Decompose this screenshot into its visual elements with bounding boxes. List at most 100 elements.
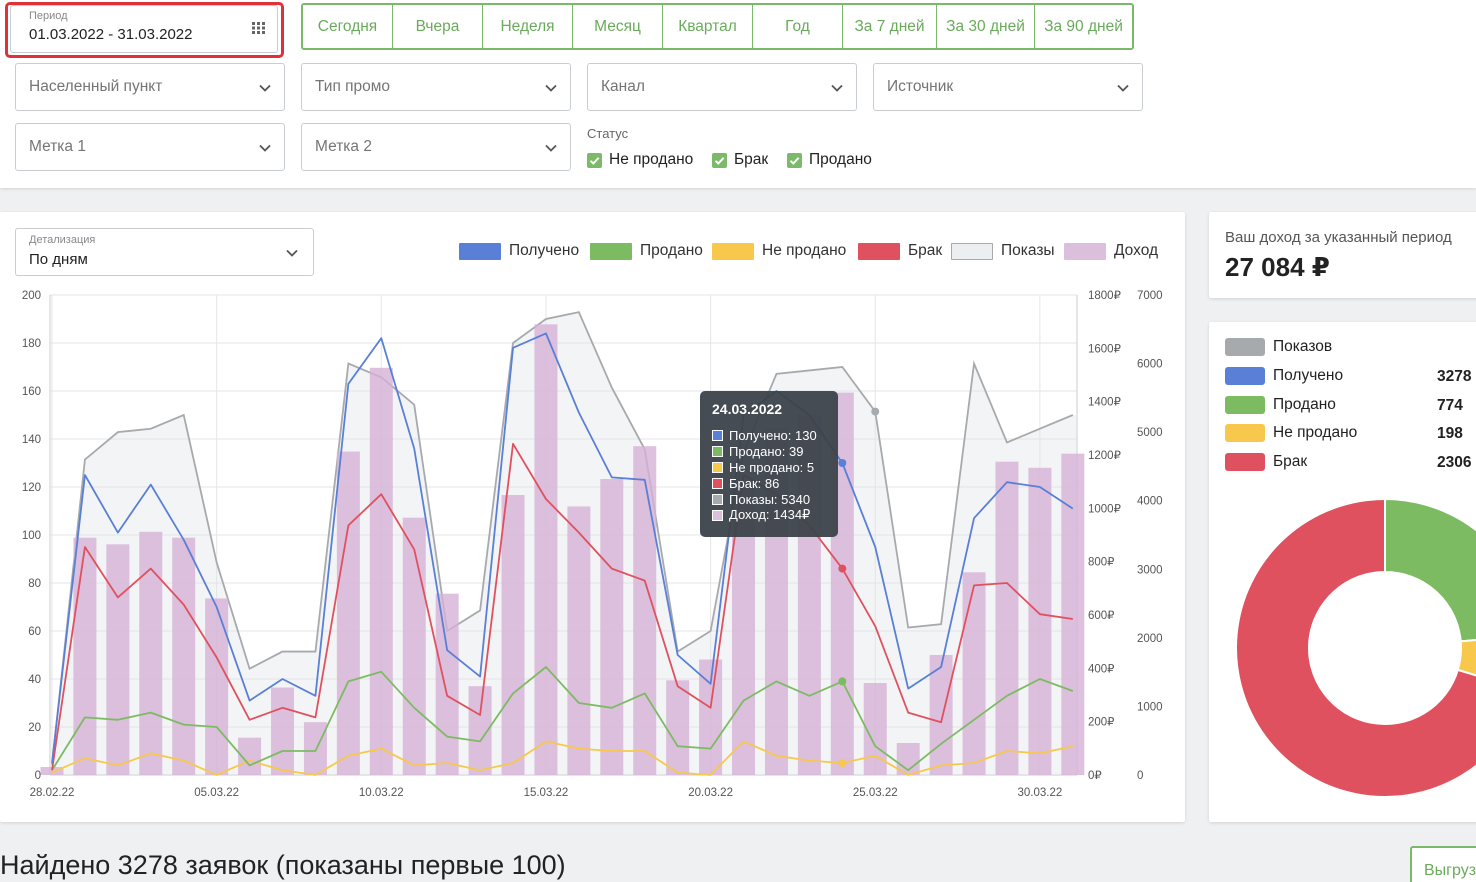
legend-item-sold[interactable]: Продано xyxy=(590,242,703,260)
legend-swatch xyxy=(459,242,501,260)
legend-swatch xyxy=(858,242,900,260)
y-left-tick-label: 160 xyxy=(22,386,41,398)
income-amount: 27 084 ₽ xyxy=(1225,252,1330,282)
pie-legend-views[interactable]: Показов xyxy=(1225,338,1332,356)
legend-label: Не продано xyxy=(762,242,847,259)
y-views-tick-label: 5000 xyxy=(1137,427,1163,439)
hover-point xyxy=(871,407,880,416)
x-tick-label: 05.03.22 xyxy=(194,787,239,799)
revenue-bar xyxy=(666,680,690,775)
combo-chart: 0 20 40 60 80 100 120 140 160 180 200 28.02.22 05.03… xyxy=(22,290,1163,799)
period-year-button[interactable]: Год xyxy=(753,5,843,48)
period-30days-button[interactable]: За 30 дней xyxy=(937,5,1035,48)
chevron-down-icon xyxy=(259,84,271,92)
y-views-tick-label: 2000 xyxy=(1137,633,1163,645)
revenue-bar xyxy=(699,659,723,775)
revenue-bar xyxy=(271,687,295,775)
pie-legend-sold[interactable]: Продано xyxy=(1225,396,1336,414)
status-defect-checkbox[interactable]: Брак xyxy=(712,151,768,169)
status-defect-label: Брак xyxy=(734,151,769,168)
status-not-sold-checkbox[interactable]: Не продано xyxy=(587,151,693,169)
detail-label: Детализация xyxy=(29,234,96,246)
y-left-tick-label: 40 xyxy=(28,674,41,686)
views-line xyxy=(51,311,1074,765)
chevron-down-icon xyxy=(259,144,271,152)
sold-line xyxy=(51,666,1074,772)
legend-item-defect[interactable]: Брак xyxy=(858,242,942,260)
revenue-bar xyxy=(863,683,887,775)
legend-item-revenue[interactable]: Доход xyxy=(1064,242,1158,260)
city-select-placeholder: Населенный пункт xyxy=(29,78,163,95)
revenue-bar xyxy=(929,655,953,775)
status-sold-checkbox[interactable]: Продано xyxy=(787,151,872,169)
y-views-tick-label: 4000 xyxy=(1137,496,1163,508)
tag1-select[interactable]: Метка 1 xyxy=(15,123,285,171)
legend-swatch xyxy=(1225,367,1265,385)
donut-slice xyxy=(1384,497,1476,643)
donut-slice xyxy=(1235,497,1476,798)
legend-item-not-sold[interactable]: Не продано xyxy=(712,242,846,260)
y-left-tick-label: 120 xyxy=(22,482,41,494)
pie-card: Показов Получено 3278 Продано 774 Не про… xyxy=(1209,322,1476,822)
source-placeholder: Источник xyxy=(887,78,954,95)
chevron-down-icon xyxy=(1117,84,1129,92)
legend-item-received[interactable]: Получено xyxy=(459,242,579,260)
promo-type-select[interactable]: Тип промо xyxy=(301,63,571,111)
source-select[interactable]: Источник xyxy=(873,63,1143,111)
y-left-tick-label: 0 xyxy=(35,770,41,782)
tooltip-row: Брак: 86 xyxy=(712,475,826,491)
not-sold-line xyxy=(51,740,1074,776)
city-select[interactable]: Населенный пункт xyxy=(15,63,285,111)
x-tick-label: 30.03.22 xyxy=(1018,787,1063,799)
filters-panel: Период 01.03.2022 - 31.03.2022 Сегодня В… xyxy=(0,0,1476,188)
chevron-down-icon xyxy=(286,249,298,257)
legend-swatch xyxy=(1225,338,1265,356)
legend-swatch xyxy=(1225,396,1265,414)
x-tick-label: 15.03.22 xyxy=(524,787,569,799)
period-quarter-button[interactable]: Квартал xyxy=(663,5,753,48)
period-7days-button[interactable]: За 7 дней xyxy=(843,5,937,48)
pie-legend-value: 198 xyxy=(1437,425,1463,442)
pie-legend-not-sold[interactable]: Не продано xyxy=(1225,424,1357,442)
export-button[interactable]: Выгрузить xyxy=(1410,846,1476,882)
pie-legend-defect[interactable]: Брак xyxy=(1225,453,1307,471)
y-revenue-tick-label: 800₽ xyxy=(1088,557,1115,569)
legend-item-views[interactable]: Показы xyxy=(951,242,1055,260)
period-month-button[interactable]: Месяц xyxy=(573,5,663,48)
period-yesterday-button[interactable]: Вчера xyxy=(393,5,483,48)
x-tick-label: 28.02.22 xyxy=(30,787,75,799)
detail-select[interactable]: Детализация По дням xyxy=(15,228,314,276)
revenue-bar xyxy=(238,737,262,775)
pie-legend-value: 774 xyxy=(1437,397,1463,414)
pie-legend-label: Не продано xyxy=(1273,424,1358,441)
status-sold-label: Продано xyxy=(809,151,872,168)
period-value: 01.03.2022 - 31.03.2022 xyxy=(29,26,193,43)
period-90days-button[interactable]: За 90 дней xyxy=(1035,5,1132,48)
tooltip-row: Получено: 130 xyxy=(712,427,826,443)
checkbox-checked-icon xyxy=(712,152,727,168)
revenue-bar xyxy=(205,598,229,775)
revenue-bar xyxy=(106,544,130,775)
period-today-button[interactable]: Сегодня xyxy=(303,5,393,48)
x-tick-label: 10.03.22 xyxy=(359,787,404,799)
tag2-select[interactable]: Метка 2 xyxy=(301,123,571,171)
channel-select[interactable]: Канал xyxy=(587,63,857,111)
revenue-bar xyxy=(336,451,360,775)
tooltip-row: Не продано: 5 xyxy=(712,459,826,475)
y-left-tick-label: 20 xyxy=(28,722,41,734)
checkbox-checked-icon xyxy=(587,152,602,168)
checkbox-checked-icon xyxy=(787,152,802,168)
y-revenue-tick-label: 600₽ xyxy=(1088,610,1115,622)
period-picker[interactable]: Период 01.03.2022 - 31.03.2022 xyxy=(10,5,278,53)
y-views-tick-label: 3000 xyxy=(1137,564,1163,576)
revenue-bar xyxy=(468,686,492,775)
y-views-tick-label: 7000 xyxy=(1137,290,1163,302)
tag1-placeholder: Метка 1 xyxy=(29,138,86,155)
pie-legend-label: Брак xyxy=(1273,453,1308,470)
pie-legend-received[interactable]: Получено xyxy=(1225,367,1343,385)
calendar-icon[interactable] xyxy=(251,20,267,36)
period-week-button[interactable]: Неделя xyxy=(483,5,573,48)
legend-label: Брак xyxy=(908,242,943,259)
tooltip-date: 24.03.2022 xyxy=(712,401,783,417)
revenue-bar xyxy=(534,324,558,775)
